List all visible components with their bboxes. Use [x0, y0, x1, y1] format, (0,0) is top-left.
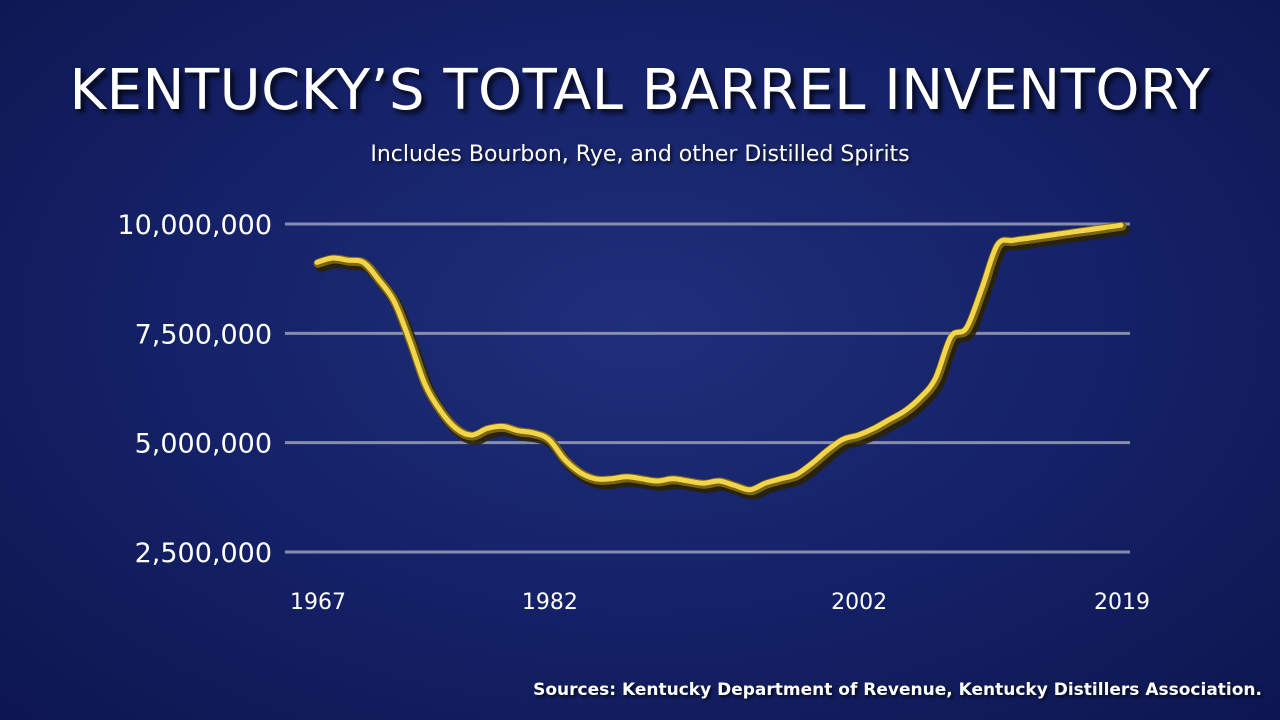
x-tick-label: 2002 [831, 590, 887, 615]
x-tick-label: 1982 [522, 590, 578, 615]
series-line [314, 222, 1124, 493]
chart-subtitle: Includes Bourbon, Rye, and other Distill… [370, 142, 910, 167]
chart-title: KENTUCKY’S TOTAL BARREL INVENTORY [69, 58, 1211, 123]
series-line-edge [313, 221, 1127, 496]
y-axis-ticks: 10,000,000 7,500,000 5,000,000 2,500,000 [117, 210, 272, 569]
x-tick-label: 1967 [290, 590, 346, 615]
source-note: Sources: Kentucky Department of Revenue,… [533, 680, 1262, 700]
x-axis-ticks: 1967 1982 2002 2019 [290, 590, 1150, 615]
y-tick-label: 5,000,000 [135, 429, 272, 460]
y-tick-label: 7,500,000 [135, 319, 272, 350]
y-tick-label: 10,000,000 [117, 210, 272, 241]
series-group [313, 221, 1130, 500]
gridlines [285, 222, 1130, 554]
series-line-shadow [316, 225, 1130, 500]
x-tick-label: 2019 [1094, 590, 1150, 615]
y-tick-label: 2,500,000 [135, 538, 272, 569]
